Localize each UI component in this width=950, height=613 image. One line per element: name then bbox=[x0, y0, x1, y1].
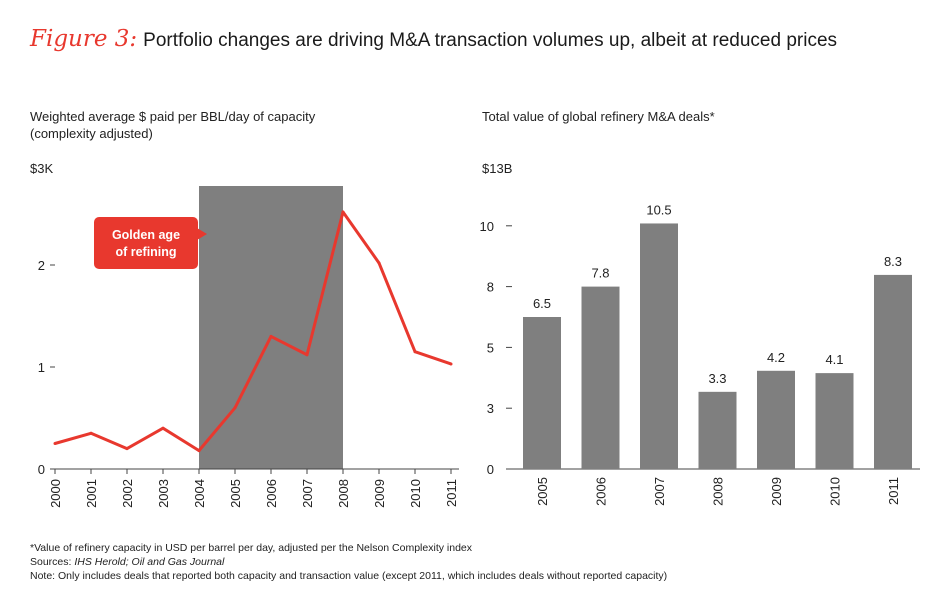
left-chart-title: Weighted average $ paid per BBL/day of c… bbox=[30, 108, 315, 142]
price-point bbox=[413, 350, 417, 354]
price-point bbox=[269, 334, 273, 338]
price-point bbox=[89, 431, 93, 435]
deal-value-bar bbox=[757, 370, 795, 469]
right-y-tick-label: 8 bbox=[487, 280, 494, 295]
deal-value-label: 4.2 bbox=[767, 350, 785, 365]
golden-age-callout-line1: Golden age bbox=[112, 228, 180, 242]
right-x-tick-label: 2006 bbox=[594, 477, 609, 506]
price-point bbox=[305, 353, 309, 357]
left-x-tick-label: 2005 bbox=[228, 479, 243, 508]
sources-names: IHS Herold; Oil and Gas Journal bbox=[74, 556, 225, 568]
left-x-tick-label: 2004 bbox=[192, 479, 207, 508]
price-point bbox=[233, 406, 237, 410]
price-point bbox=[449, 362, 453, 366]
left-unit-label: $3K bbox=[30, 161, 54, 176]
deal-value-label: 6.5 bbox=[533, 296, 551, 311]
left-x-tick-label: 2011 bbox=[444, 479, 459, 507]
left-y-tick-label: 0 bbox=[38, 462, 45, 477]
golden-age-callout-line2: of refining bbox=[115, 245, 176, 259]
left-x-tick-label: 2001 bbox=[84, 479, 99, 508]
golden-age-callout-pointer bbox=[197, 228, 207, 240]
deal-value-bar bbox=[815, 373, 854, 469]
deal-value-label: 10.5 bbox=[646, 202, 671, 217]
deal-value-bar bbox=[698, 391, 737, 469]
figure-title: Figure 3: Portfolio changes are driving M… bbox=[30, 26, 837, 52]
left-x-tick-label: 2008 bbox=[336, 479, 351, 508]
left-y-tick-label: 1 bbox=[38, 360, 45, 375]
right-x-tick-label: 2011 bbox=[886, 477, 901, 505]
right-x-tick-label: 2007 bbox=[652, 477, 667, 506]
deal-value-label: 4.1 bbox=[825, 352, 843, 367]
price-point bbox=[161, 426, 165, 430]
price-point bbox=[53, 442, 57, 445]
sources-prefix: Sources: bbox=[30, 556, 75, 568]
right-y-tick-label: 0 bbox=[487, 462, 494, 477]
right-chart-title: Total value of global refinery M&A deals… bbox=[482, 109, 715, 124]
left-x-tick-label: 2006 bbox=[264, 479, 279, 508]
figure-title-text: Portfolio changes are driving M&A transa… bbox=[143, 30, 838, 51]
deal-value-bar bbox=[523, 317, 561, 469]
left-x-tick-label: 2009 bbox=[372, 479, 387, 508]
price-point bbox=[125, 447, 129, 451]
deal-value-bar bbox=[874, 274, 912, 469]
left-x-tick-label: 2002 bbox=[120, 479, 135, 508]
deal-value-bar bbox=[640, 223, 678, 469]
right-unit-label: $13B bbox=[482, 161, 513, 176]
right-x-tick-label: 2010 bbox=[828, 477, 843, 506]
price-point bbox=[341, 210, 345, 214]
right-x-tick-label: 2008 bbox=[711, 477, 726, 506]
deal-value-bar bbox=[581, 286, 620, 469]
golden-age-callout-box bbox=[94, 217, 198, 269]
right-y-tick-label: 10 bbox=[480, 219, 494, 234]
deal-value-label: 8.3 bbox=[884, 254, 902, 269]
left-x-tick-label: 2003 bbox=[156, 479, 171, 508]
price-point bbox=[197, 449, 201, 453]
right-y-tick-label: 5 bbox=[487, 340, 494, 355]
right-x-tick-label: 2009 bbox=[769, 477, 784, 506]
footnotes: *Value of refinery capacity in USD per b… bbox=[30, 541, 667, 583]
left-chart-title-line1: Weighted average $ paid per BBL/day of c… bbox=[30, 109, 316, 124]
price-point bbox=[377, 261, 381, 265]
footnote-text: *Value of refinery capacity in USD per b… bbox=[30, 542, 472, 554]
right-x-tick-label: 2005 bbox=[535, 477, 550, 506]
deal-value-label: 3.3 bbox=[708, 371, 726, 386]
price-line bbox=[54, 210, 452, 453]
note-text: Note: Only includes deals that reported … bbox=[30, 570, 668, 582]
left-y-tick-label: 2 bbox=[38, 258, 45, 273]
left-x-tick-label: 2010 bbox=[408, 479, 423, 508]
left-chart-title-line2: (complexity adjusted) bbox=[30, 126, 153, 141]
sources-text: Sources: IHS Herold; Oil and Gas Journal bbox=[30, 555, 667, 569]
left-x-tick-label: 2007 bbox=[300, 479, 315, 508]
figure-label: Figure 3: bbox=[30, 26, 138, 52]
right-y-tick-label: 3 bbox=[487, 401, 494, 416]
deal-value-label: 7.8 bbox=[591, 266, 609, 281]
left-x-tick-label: 2000 bbox=[48, 479, 63, 508]
